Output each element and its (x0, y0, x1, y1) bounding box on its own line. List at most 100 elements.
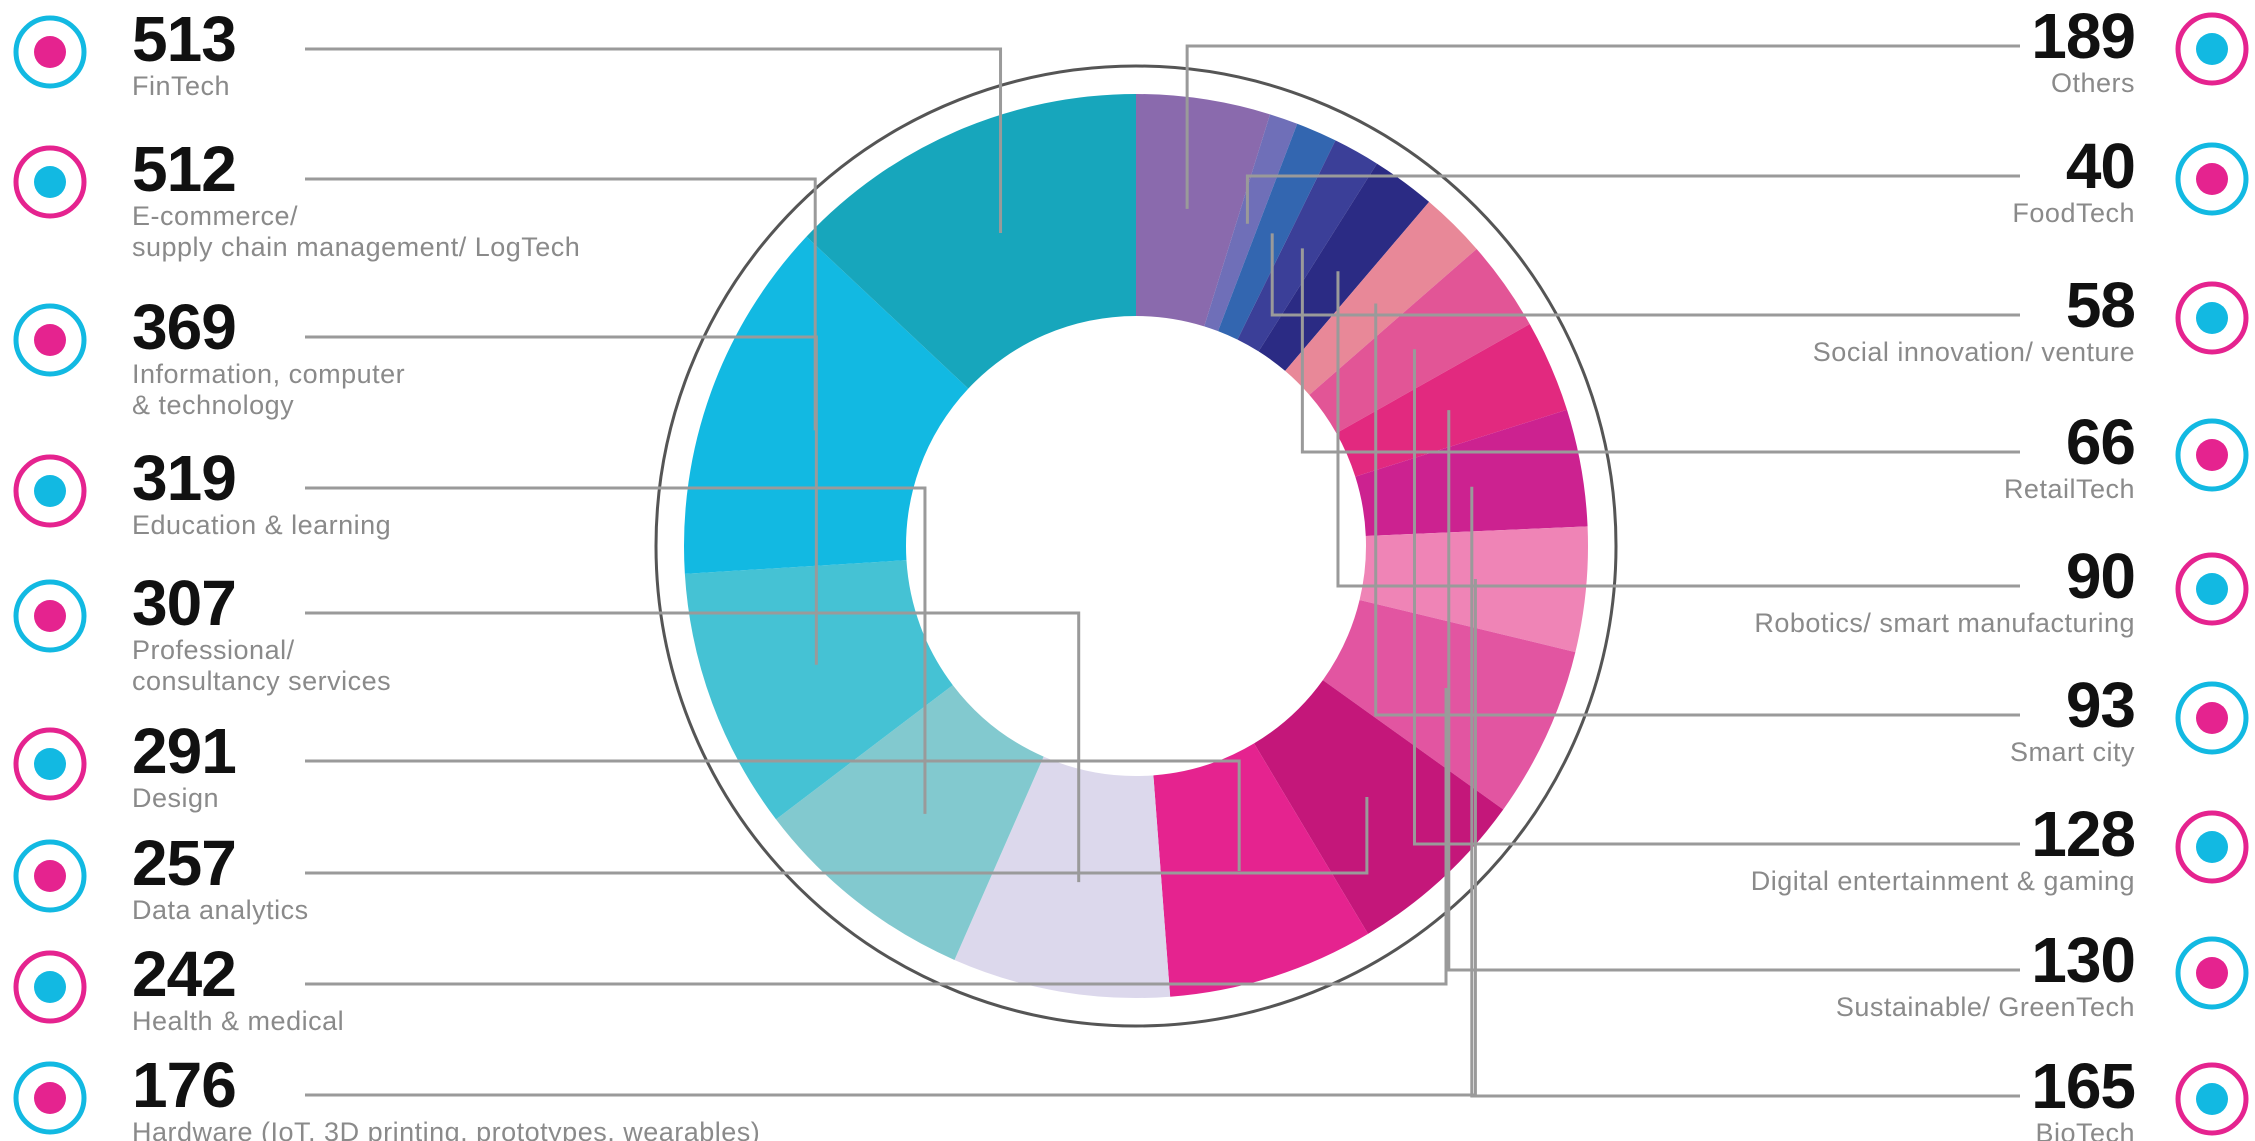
category-label: 319 Education & learning (132, 446, 391, 541)
leader-line (1185, 44, 2020, 209)
leader-line (305, 759, 1241, 872)
slice (806, 94, 1136, 389)
icon (2196, 439, 2228, 471)
icon (2175, 281, 2249, 355)
icon (34, 971, 66, 1003)
icon (34, 324, 66, 356)
slice (1336, 324, 1567, 477)
value-label: 58 (2065, 269, 2136, 341)
category-label: 130 Sustainable/ GreenTech (1835, 924, 2136, 1023)
icon (13, 15, 87, 89)
slice (684, 236, 969, 574)
icon (2175, 142, 2249, 216)
category-name: FoodTech (2012, 198, 2135, 228)
leader-line (1470, 486, 2020, 1098)
category-name: FinTech (132, 71, 231, 101)
icon (13, 579, 87, 653)
icon (34, 600, 66, 632)
icon (2175, 681, 2249, 755)
leader-line (305, 796, 1369, 875)
icon (34, 166, 66, 198)
category-label: 512 E-commerce/ supply chain management/ … (132, 137, 580, 262)
icon (2175, 936, 2249, 1010)
icon (2175, 810, 2249, 884)
category-label: 513 FinTech (132, 3, 237, 102)
category-label: 257 Data analytics (132, 831, 309, 926)
category-name: Design (132, 783, 220, 813)
slice (1309, 248, 1530, 434)
icon (34, 475, 66, 507)
value-label: 40 (2065, 130, 2136, 202)
category-name: Digital entertainment & gaming (1750, 866, 2135, 896)
category-name: Social innovation/ venture (1812, 337, 2135, 367)
icon (2196, 1083, 2228, 1115)
icon (2196, 163, 2228, 195)
category-name: Others (2050, 68, 2135, 98)
icon (2196, 33, 2228, 65)
slice (1359, 526, 1588, 653)
icon (13, 145, 87, 219)
icon (13, 303, 87, 377)
outer-ring (654, 64, 1618, 1028)
value-label: 242 (132, 938, 237, 1010)
icon (34, 1082, 66, 1114)
slice (1136, 94, 1271, 327)
category-name: Smart city (2009, 737, 2135, 767)
slice (776, 685, 1044, 960)
category-label: 66 RetailTech (2004, 406, 2136, 505)
value-label: 165 (2031, 1050, 2136, 1122)
category-name: Data analytics (132, 895, 309, 925)
category-name: Robotics/ smart manufacturing (1754, 608, 2135, 638)
category-label: 165 BioTech (2031, 1050, 2136, 1141)
value-label: 128 (2031, 798, 2136, 870)
value-label: 189 (2031, 0, 2136, 72)
category-label: 128 Digital entertainment & gaming (1750, 798, 2136, 897)
category-name: BioTech (2035, 1118, 2135, 1141)
icon (34, 748, 66, 780)
icon (2175, 418, 2249, 492)
icon (2175, 552, 2249, 626)
value-label: 513 (132, 3, 237, 75)
icon (2196, 702, 2228, 734)
slice (1153, 743, 1369, 997)
category-label: 176 Hardware (IoT, 3D printing, prototype… (132, 1053, 760, 1141)
category-label: 242 Health & medical (132, 942, 344, 1037)
category-label: 40 FoodTech (2012, 130, 2136, 229)
category-name: Education & learning (132, 510, 392, 540)
category-name: E-commerce/ supply chain management/ Log… (132, 201, 581, 262)
leader-line (1412, 349, 2020, 846)
icon (34, 36, 66, 68)
leader-line (1447, 410, 2020, 972)
value-label: 369 (132, 291, 237, 363)
leader-line (305, 688, 1448, 986)
icon (13, 454, 87, 528)
icon (2196, 831, 2228, 863)
value-label: 66 (2065, 406, 2136, 478)
icon (2175, 12, 2249, 86)
leader-line (1374, 303, 2020, 717)
leader-line (305, 486, 927, 814)
icon (13, 1061, 87, 1135)
slice (1218, 123, 1336, 340)
icon (2196, 957, 2228, 989)
value-label: 512 (132, 133, 237, 205)
slice (1285, 201, 1477, 395)
leader-line (305, 47, 1003, 234)
icon (13, 727, 87, 801)
value-label: 257 (132, 827, 237, 899)
icon (2196, 302, 2228, 334)
category-name: Health & medical (132, 1006, 345, 1036)
value-label: 130 (2031, 924, 2136, 996)
category-name: Information, computer & technology (132, 359, 406, 420)
slice (1204, 114, 1298, 332)
icon (13, 839, 87, 913)
slice (684, 560, 953, 820)
value-label: 90 (2065, 540, 2136, 612)
leader-line (1270, 233, 2020, 317)
icon (13, 950, 87, 1024)
category-name: Sustainable/ GreenTech (1835, 992, 2135, 1022)
category-label: 189 Others (2031, 0, 2136, 99)
category-name: Professional/ consultancy services (132, 635, 392, 696)
